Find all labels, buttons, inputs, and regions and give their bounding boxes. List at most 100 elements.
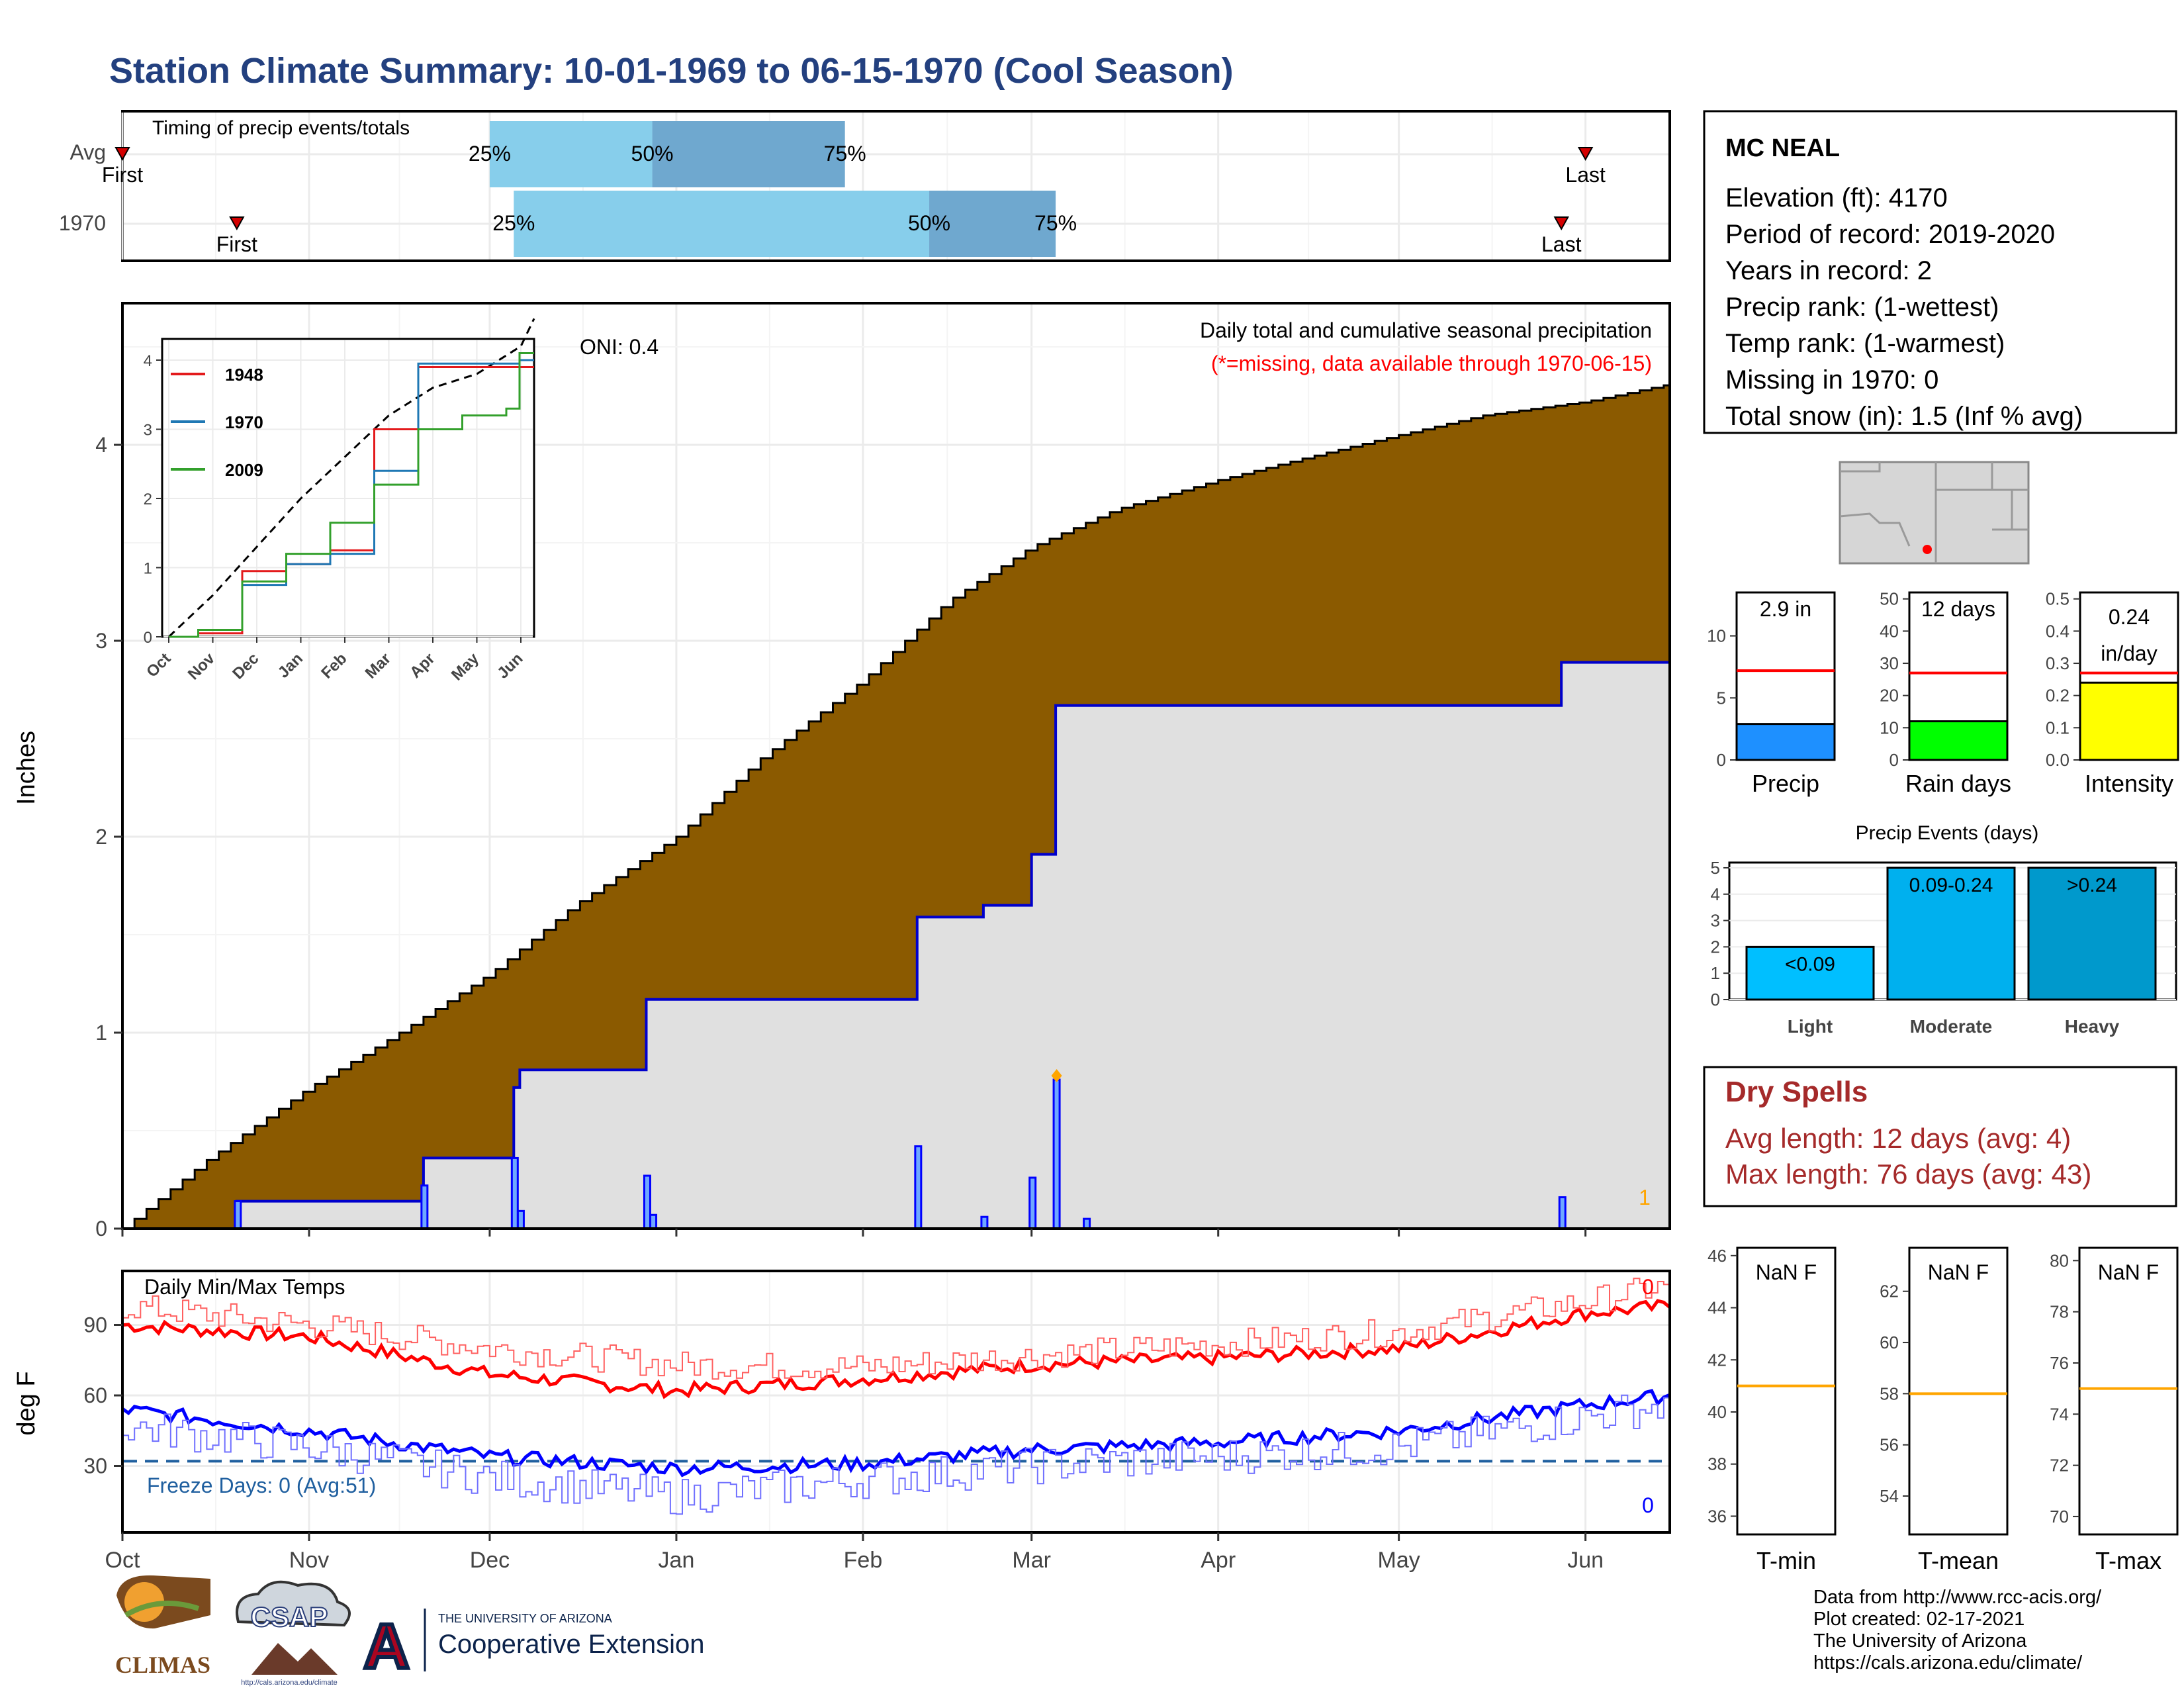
timing-avg-q50-label: 50% — [631, 142, 674, 165]
temp-box-ytick-label-0-3: 42 — [1707, 1350, 1727, 1370]
events-ytick-label-5: 5 — [1711, 858, 1720, 878]
temp-box-t-mean: 54 56 58 60 62 NaN F T-mean — [1880, 1246, 2009, 1574]
ua-cooperative-extension: Cooperative Extension — [438, 1630, 704, 1659]
dry-spells-box: Dry Spells Avg length: 12 days (avg: 4) … — [1703, 1066, 2177, 1207]
station-detail-3: Precip rank: (1-wettest) — [1725, 293, 1999, 322]
inset-ytick-label-2: 2 — [144, 491, 152, 508]
inset-ytick-label-1: 1 — [144, 560, 152, 578]
mini-bar-value-text-1: 12 days — [1921, 597, 1995, 621]
events-ytick-label-4: 4 — [1711, 884, 1720, 904]
timing-1970-last-label: Last — [1541, 232, 1582, 256]
station-detail-6: Total snow (in): 1.5 (Inf % avg) — [1725, 402, 2083, 431]
month-xtick-label-5: Mar — [1012, 1548, 1051, 1573]
temp-lines — [121, 1276, 1671, 1515]
mini-ytick-label-1-2: 20 — [1880, 686, 1899, 706]
timing-1970-last-marker — [1553, 216, 1569, 231]
mini-bar-value-2 — [2079, 681, 2179, 761]
temp-y-label: deg F — [13, 1371, 40, 1435]
inset-ytick-label-0: 0 — [144, 629, 152, 647]
cumulative-1970-area — [122, 661, 1671, 1230]
timing-1970-first-marker — [229, 216, 245, 231]
logos: CLIMAS CSAP http://cals.arizona.edu/clim… — [115, 1575, 704, 1687]
temp-box-frame-2 — [2078, 1246, 2179, 1536]
temp-box-ytick-label-0-0: 36 — [1707, 1506, 1727, 1526]
daily-precip-bar-9 — [1052, 1078, 1061, 1230]
precip-ytick-label-1: 1 — [95, 1021, 107, 1045]
precip-events-plot: 0 1 2 3 4 5 <0.09 Light 0.09-0.24 Moderate >0.24 He… — [1711, 858, 2177, 1037]
temp-box-value-2: NaN F — [2098, 1260, 2159, 1284]
daily-precip-bar-7 — [980, 1215, 989, 1230]
mini-ytick-label-0-2: 10 — [1707, 626, 1726, 646]
temp-box-label-1: T-mean — [1918, 1547, 1999, 1574]
credit-line-3: https://cals.arizona.edu/climate/ — [1813, 1652, 2083, 1673]
precip-ytick-label-0: 0 — [95, 1217, 107, 1241]
inset-legend: 1948 1970 2009 — [171, 365, 263, 480]
station-info-frame — [1703, 110, 2177, 434]
max-precip-marker — [1051, 1069, 1062, 1083]
events-bar-moderate — [1886, 867, 2016, 1001]
credits: Data from http://www.rcc-acis.org/Plot c… — [1813, 1587, 2102, 1673]
temp-ytick-label-1: 60 — [83, 1383, 107, 1407]
page-title: Station Climate Summary: 10-01-1969 to 0… — [109, 51, 1234, 91]
credit-line-1: Plot created: 02-17-2021 — [1813, 1609, 2025, 1630]
month-x-axis: Oct Nov Dec Jan Feb Mar Apr May Jun — [105, 1532, 1604, 1573]
avg-max-temp-line — [122, 1299, 1671, 1399]
mini-ytick-label-2-3: 0.3 — [2046, 653, 2070, 673]
timing-bars: 25% 50% 75% First Last 25% 50% 75% First Last — [102, 121, 1606, 257]
station-detail-1: Period of record: 2019-2020 — [1725, 220, 2055, 249]
mini-ytick-label-1-5: 50 — [1880, 589, 1899, 609]
dry-spells-title: Dry Spells — [1725, 1076, 1868, 1108]
timing-1970-q25-label: 25% — [492, 211, 535, 235]
timing-1970-q25-q50-bar — [514, 191, 930, 257]
temp-box-ytick-label-2-5: 80 — [2050, 1250, 2069, 1270]
station-detail-2: Years in record: 2 — [1725, 256, 1932, 285]
daily-precip-bar-0 — [234, 1200, 242, 1230]
events-category-light: Light — [1788, 1016, 1833, 1037]
ua-a-mark: A — [363, 1611, 409, 1682]
temp-box-ytick-label-1-2: 58 — [1880, 1383, 1899, 1403]
missing-note: (*=missing, data available through 1970-… — [1211, 352, 1652, 375]
events-ytick-label-0: 0 — [1711, 990, 1720, 1009]
location-map — [1839, 461, 2030, 565]
inset-frame — [161, 338, 535, 638]
temp-box-ytick-label-0-4: 44 — [1707, 1298, 1727, 1318]
mini-bar-value-text-2: 0.24 in/day — [2101, 605, 2157, 665]
temperature-summary-boxes: 36 38 40 42 44 46 NaN F T-min 54 56 58 60 62 NaN F T-m… — [1707, 1246, 2179, 1574]
mini-ytick-label-2-2: 0.2 — [2046, 686, 2070, 706]
mini-bar-value-text-0: 2.9 in — [1760, 597, 1811, 621]
ua-logo: A THE UNIVERSITY OF ARIZONA Cooperative … — [361, 1609, 704, 1684]
temp-box-frame-0 — [1736, 1246, 1837, 1536]
legend-label-2009: 2009 — [225, 460, 263, 480]
events-bar-label-moderate: 0.09-0.24 — [1909, 874, 1993, 896]
mini-bar-value-1 — [1908, 720, 2009, 761]
temp-box-ytick-label-0-2: 40 — [1707, 1402, 1727, 1422]
precip-subtitle: Daily total and cumulative seasonal prec… — [1200, 318, 1652, 342]
precip-events-chart: Precip Events (days) 0 1 2 3 4 5 <0.09 Light 0.0… — [1711, 822, 2177, 1037]
legend-label-1948: 1948 — [225, 365, 263, 385]
month-xtick-label-4: Feb — [844, 1548, 883, 1573]
timing-row-avg-label: Avg — [69, 140, 106, 164]
map-frame — [1839, 461, 2030, 565]
legend-label-1970: 1970 — [225, 412, 263, 432]
dry-spells-avg: Avg length: 12 days (avg: 4) — [1725, 1123, 2071, 1154]
csap-mountain-shape — [251, 1643, 338, 1675]
mini-chart-intensity: 0.0 0.1 0.2 0.3 0.4 0.5 0.24 in/day Intensity — [2046, 589, 2179, 797]
mini-ytick-label-1-0: 0 — [1889, 750, 1899, 770]
events-bar-light — [1745, 945, 1875, 1001]
month-xtick-label-3: Jan — [659, 1548, 695, 1573]
temp-box-label-2: T-max — [2095, 1547, 2161, 1574]
timing-avg-q50-q75-bar — [652, 121, 845, 187]
temp-box-ytick-label-1-0: 54 — [1880, 1486, 1899, 1506]
timing-avg-last-marker — [1577, 147, 1594, 162]
temp-box-ytick-label-2-1: 72 — [2050, 1456, 2069, 1476]
precip-ytick-label-2: 2 — [95, 825, 107, 849]
min-temp-1970-line — [122, 1389, 1670, 1515]
summary-mini-charts: 0 5 10 2.9 in Precip 0 10 20 30 40 50 12 days Rain d… — [1707, 589, 2179, 797]
credit-line-2: The University of Arizona — [1813, 1630, 2027, 1652]
month-xtick-label-6: Apr — [1201, 1548, 1236, 1573]
temp-ytick-label-2: 90 — [83, 1313, 107, 1337]
mini-ytick-label-1-3: 30 — [1880, 653, 1899, 673]
month-xtick-label-7: May — [1378, 1548, 1420, 1573]
daily-precip-bar-5 — [649, 1213, 658, 1230]
mini-bar-label-2: Intensity — [2085, 770, 2173, 797]
